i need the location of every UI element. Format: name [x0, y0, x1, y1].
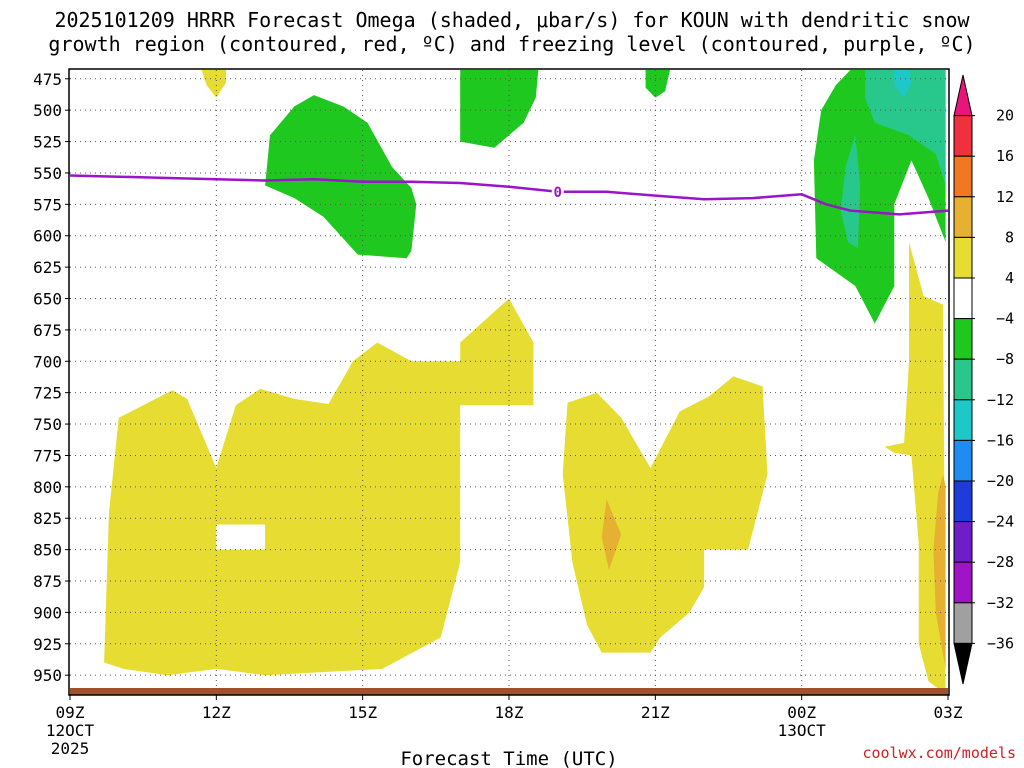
colorbar-segment-8 [953, 399, 973, 441]
omega-region-9 [645, 70, 670, 98]
colorbar-segment-0 [953, 74, 973, 117]
colorbar-label-11: −28 [987, 553, 1014, 571]
colorbar-label-6: −8 [996, 350, 1014, 368]
y-tick-label-900: 900 [33, 603, 62, 622]
omega-region-1 [562, 376, 768, 653]
y-tick-label-750: 750 [33, 415, 62, 434]
x-tick-date-24: 13OCT [778, 721, 827, 740]
plot-frame [68, 68, 950, 696]
colorbar-label-8: −16 [987, 431, 1014, 449]
omega-region-6 [216, 524, 266, 550]
y-tick-label-700: 700 [33, 352, 62, 371]
chart-title-line2: growth region (contoured, red, ºC) and f… [48, 32, 976, 56]
omega-region-13 [894, 70, 912, 98]
watermark: coolwx.com/models [862, 744, 1016, 762]
colorbar-segment-5 [953, 277, 973, 320]
y-tick-label-625: 625 [33, 258, 62, 277]
colorbar-label-5: −4 [996, 310, 1014, 328]
freezing-level-line: 0 [69, 174, 949, 216]
x-tick-label-12: 12Z [202, 703, 231, 722]
y-tick-label-850: 850 [33, 541, 62, 560]
y-tick-label-800: 800 [33, 478, 62, 497]
y-tick-label-525: 525 [33, 133, 62, 152]
colorbar-segment-14 [953, 642, 973, 685]
colorbar-label-4: 4 [1005, 269, 1014, 287]
chart-title-line1: 2025101209 HRRR Forecast Omega (shaded, … [54, 8, 970, 32]
omega-region-8 [460, 70, 539, 148]
y-tick-label-775: 775 [33, 446, 62, 465]
freezing-level-curve [69, 174, 949, 216]
colorbar-label-0: 20 [996, 107, 1014, 125]
y-tick-label-875: 875 [33, 572, 62, 591]
colorbar-segment-11 [953, 521, 973, 563]
x-tick-label-9: 09Z [56, 703, 85, 722]
x-tick-year-9: 2025 [51, 739, 90, 758]
omega-region-4 [601, 499, 622, 570]
omega-region-2 [884, 242, 946, 694]
colorbar-segment-1 [953, 115, 973, 157]
colorbar-label-10: −24 [987, 513, 1014, 531]
colorbar-label-3: 8 [1005, 228, 1014, 246]
x-axis-label: Forecast Time (UTC) [400, 748, 617, 768]
colorbar-segment-9 [953, 439, 973, 482]
colorbar-segment-12 [953, 561, 973, 604]
omega-region-5 [933, 474, 946, 669]
colorbar: 20 16 12 8 4 −4 −8 −12 −16 −20 −24 −28 −32 −36 [953, 74, 1014, 685]
y-tick-label-475: 475 [33, 70, 62, 89]
omega-regions [104, 70, 946, 694]
colorbar-segment-10 [953, 480, 973, 523]
y-tick-label-925: 925 [33, 635, 62, 654]
ground-strip [70, 688, 948, 695]
colorbar-segment-13 [953, 602, 973, 644]
y-tick-label-725: 725 [33, 384, 62, 403]
colorbar-segment-3 [953, 196, 973, 238]
x-tick-label-21: 21Z [641, 703, 670, 722]
colorbar-label-9: −20 [987, 472, 1014, 490]
y-tick-label-500: 500 [33, 101, 62, 120]
omega-region-12 [840, 135, 861, 249]
grid-lines [70, 70, 948, 694]
x-tick-label-24: 00Z [787, 703, 816, 722]
colorbar-label-7: −12 [987, 391, 1014, 409]
x-tick-label-15: 15Z [348, 703, 377, 722]
colorbar-segment-6 [953, 318, 973, 360]
y-tick-label-550: 550 [33, 164, 62, 183]
y-tick-label-675: 675 [33, 321, 62, 340]
colorbar-segment-2 [953, 155, 973, 198]
colorbar-label-1: 16 [996, 147, 1014, 165]
omega-region-3 [201, 70, 227, 98]
y-tick-label-825: 825 [33, 509, 62, 528]
colorbar-label-12: −32 [987, 594, 1014, 612]
omega-region-11 [865, 70, 946, 186]
y-tick-label-575: 575 [33, 195, 62, 214]
y-tick-label-650: 650 [33, 290, 62, 309]
x-tick-label-18: 18Z [495, 703, 524, 722]
freezing-level-label: 0 [554, 185, 562, 201]
y-tick-label-600: 600 [33, 227, 62, 246]
chart-title: 2025101209 HRRR Forecast Omega (shaded, … [0, 8, 1024, 56]
freezing-level-label-bg [551, 183, 564, 200]
colorbar-segment-7 [953, 358, 973, 401]
colorbar-label-13: −36 [987, 634, 1014, 652]
y-axis: 475 500 525 550 575 600 625 650 675 700 725 750 775 8… [33, 70, 70, 685]
omega-region-0 [104, 298, 534, 676]
omega-region-7 [265, 95, 417, 259]
x-tick-label-27: 03Z [934, 703, 963, 722]
colorbar-label-2: 12 [996, 188, 1014, 206]
y-tick-label-950: 950 [33, 666, 62, 685]
colorbar-segment-4 [953, 236, 973, 279]
x-tick-date-9: 12OCT [46, 721, 95, 740]
